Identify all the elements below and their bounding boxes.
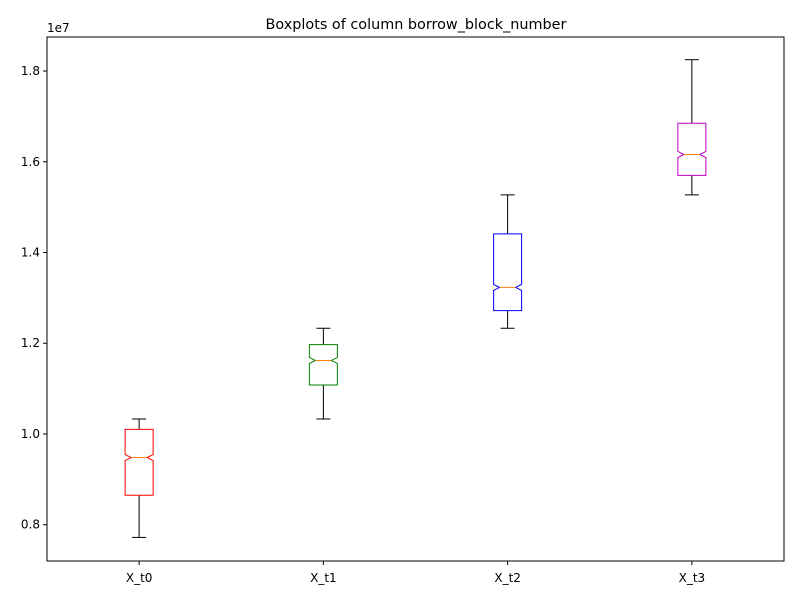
y-tick-label: 1.2 — [21, 336, 40, 350]
y-tick-label: 1.6 — [21, 155, 40, 169]
x-tick-label: X_t1 — [310, 571, 337, 585]
x-tick-label: X_t0 — [126, 571, 153, 585]
x-axis: X_t0 X_t1 X_t2 X_t3 — [126, 561, 705, 585]
x-tick-label: X_t3 — [679, 571, 706, 585]
box — [677, 122, 707, 176]
y-axis: 0.8 1.0 1.2 1.4 1.6 1.8 — [21, 64, 47, 532]
y-tick-label: 0.8 — [21, 518, 40, 532]
x-tick-label: X_t2 — [494, 571, 521, 585]
chart-title: Boxplots of column borrow_block_number — [266, 17, 567, 33]
plot-frame — [46, 36, 785, 562]
box — [493, 233, 523, 312]
y-axis-offset-label: 1e7 — [47, 21, 70, 35]
y-tick-label: 1.8 — [21, 64, 40, 78]
box — [124, 428, 154, 496]
y-tick-label: 1.0 — [21, 427, 40, 441]
box — [308, 344, 338, 386]
boxes-layer — [124, 59, 707, 538]
y-tick-label: 1.4 — [21, 245, 40, 259]
